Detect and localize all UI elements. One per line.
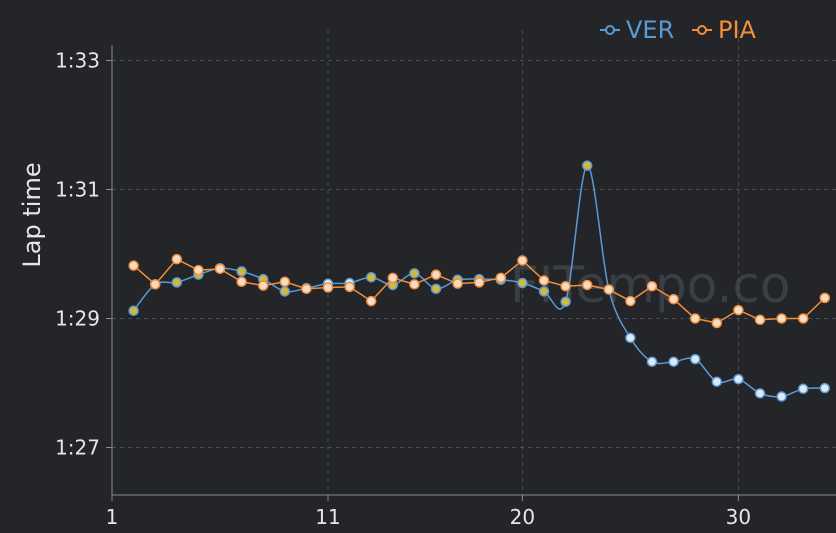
grid (112, 30, 836, 495)
y-axis-title: Lap time (18, 162, 46, 267)
data-point-ver[interactable] (517, 277, 528, 289)
data-point-ver[interactable] (646, 356, 658, 367)
data-point-pia[interactable] (301, 283, 312, 295)
legend-label-pia: PIA (718, 16, 757, 44)
y-tick-label: 1:29 (55, 307, 100, 331)
y-tick-label: 1:33 (55, 49, 100, 73)
data-point-ver[interactable] (625, 332, 636, 344)
data-point-pia[interactable] (279, 276, 291, 287)
legend-item-ver[interactable]: VER (600, 16, 674, 44)
legend-label-ver: VER (626, 16, 674, 44)
data-point-pia[interactable] (797, 313, 809, 324)
y-tick-label: 1:27 (55, 436, 100, 460)
data-point-ver[interactable] (754, 388, 766, 399)
data-point-pia[interactable] (236, 276, 247, 287)
legend-item-pia[interactable]: PIA (692, 16, 757, 44)
data-point-pia[interactable] (452, 278, 463, 289)
data-point-pia[interactable] (581, 279, 593, 291)
data-point-pia[interactable] (257, 280, 269, 291)
data-point-ver[interactable] (581, 160, 593, 171)
data-point-pia[interactable] (754, 314, 766, 326)
data-point-ver[interactable] (430, 283, 442, 295)
x-tick-label: 11 (315, 505, 340, 529)
data-point-pia[interactable] (193, 264, 204, 276)
data-point-ver[interactable] (819, 382, 831, 394)
data-point-ver[interactable] (365, 271, 377, 283)
data-point-pia[interactable] (625, 295, 636, 307)
data-point-pia[interactable] (711, 317, 723, 329)
data-point-pia[interactable] (819, 292, 831, 304)
data-point-pia[interactable] (387, 272, 399, 284)
data-point-pia[interactable] (409, 279, 420, 290)
data-point-pia[interactable] (603, 284, 615, 295)
data-point-ver[interactable] (236, 266, 247, 277)
data-point-ver[interactable] (668, 356, 679, 367)
data-point-pia[interactable] (517, 255, 528, 266)
data-point-ver[interactable] (409, 268, 420, 279)
data-point-pia[interactable] (646, 281, 658, 292)
y-tick-label: 1:31 (55, 178, 100, 202)
data-point-pia[interactable] (171, 253, 183, 265)
x-tick-label: 1 (106, 505, 119, 529)
data-point-ver[interactable] (711, 376, 723, 387)
data-point-pia[interactable] (128, 260, 139, 271)
data-point-pia[interactable] (344, 281, 355, 293)
data-point-ver[interactable] (279, 286, 291, 297)
series-layer (128, 160, 831, 402)
data-point-ver[interactable] (776, 391, 787, 402)
data-point-pia[interactable] (560, 281, 571, 292)
data-point-pia[interactable] (149, 279, 161, 290)
legend-swatch-marker (605, 25, 615, 35)
data-point-pia[interactable] (538, 275, 550, 286)
data-point-pia[interactable] (322, 282, 334, 293)
data-point-ver[interactable] (733, 373, 744, 385)
data-point-pia[interactable] (668, 293, 679, 305)
data-point-pia[interactable] (776, 313, 787, 324)
legend: VER PIA (600, 16, 757, 44)
series-line-ver (133, 164, 825, 398)
data-point-ver[interactable] (128, 305, 139, 317)
data-point-ver[interactable] (797, 383, 809, 395)
data-point-ver[interactable] (538, 286, 550, 297)
data-point-pia[interactable] (689, 313, 701, 324)
data-point-pia[interactable] (473, 277, 485, 288)
x-tick-label: 20 (510, 505, 535, 529)
data-point-pia[interactable] (495, 272, 507, 284)
data-point-pia[interactable] (365, 295, 377, 307)
data-point-ver[interactable] (689, 353, 701, 365)
x-tick-label: 30 (726, 505, 751, 529)
data-point-pia[interactable] (733, 304, 744, 316)
legend-swatch-marker (697, 25, 707, 35)
data-point-ver[interactable] (171, 277, 183, 288)
data-point-ver[interactable] (560, 296, 571, 307)
data-point-pia[interactable] (214, 263, 226, 275)
data-point-pia[interactable] (430, 269, 442, 280)
axes: 1:271:291:311:331 11 20 30 (55, 45, 836, 529)
